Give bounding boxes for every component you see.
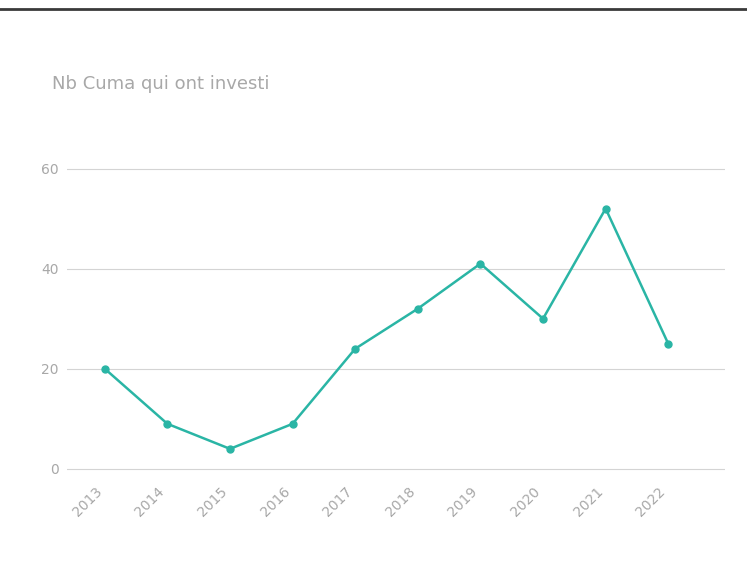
Text: Nb Cuma qui ont investi: Nb Cuma qui ont investi: [52, 75, 270, 93]
